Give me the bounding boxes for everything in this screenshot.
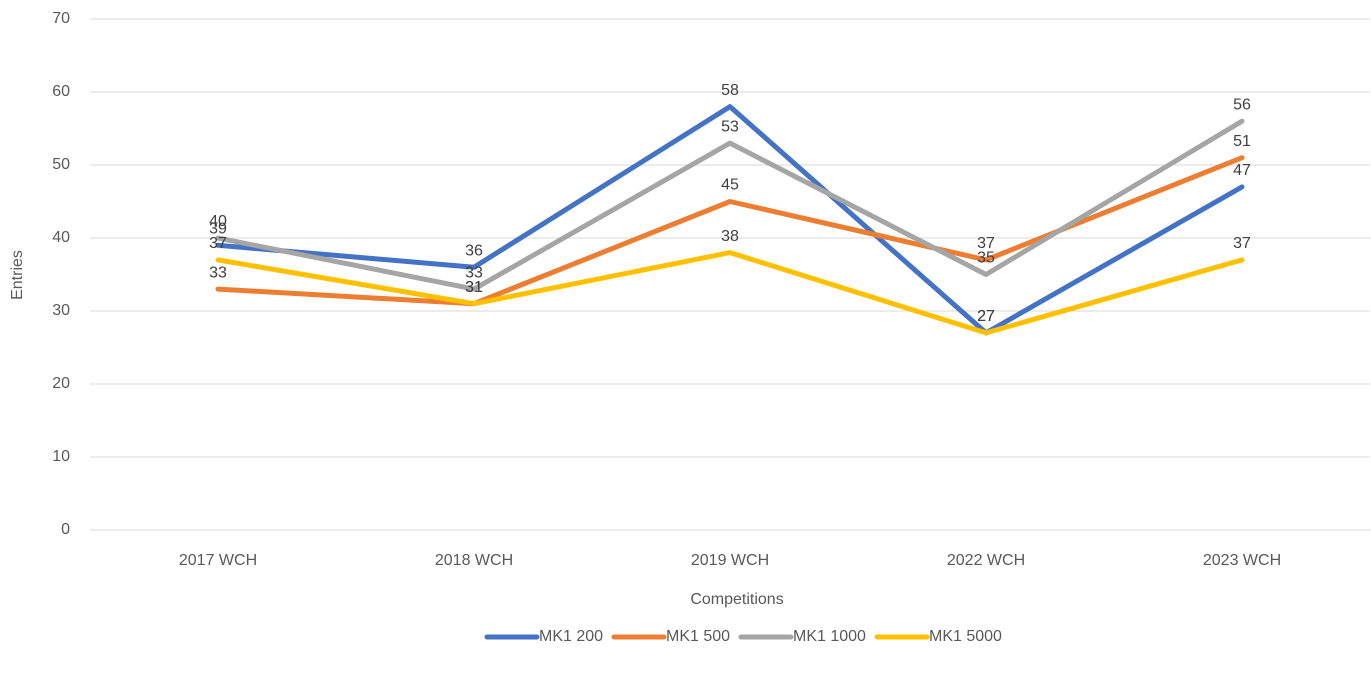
data-label: 35: [977, 250, 995, 267]
data-label: 53: [721, 118, 739, 135]
data-label: 39: [209, 221, 227, 238]
legend-label: MK1 5000: [929, 628, 1002, 645]
data-label: 45: [721, 177, 739, 194]
data-label: 56: [1233, 96, 1251, 113]
data-label: 27: [977, 308, 995, 325]
data-label: 33: [209, 264, 227, 281]
legend-label: MK1 1000: [793, 628, 866, 645]
data-label: 51: [1233, 133, 1251, 150]
data-label: 31: [465, 279, 483, 296]
data-label: 37: [977, 235, 995, 252]
y-tick-label: 70: [52, 10, 70, 27]
y-tick-label: 0: [61, 521, 70, 538]
legend-label: MK1 200: [539, 628, 603, 645]
y-tick-label: 10: [52, 448, 70, 465]
line: [215, 104, 1245, 336]
data-label: 58: [721, 82, 739, 99]
data-label: 37: [1233, 235, 1251, 252]
x-tick-label: 2023 WCH: [1203, 552, 1281, 569]
data-label: 31: [465, 279, 483, 296]
data-label: 37: [209, 235, 227, 252]
y-tick-label: 60: [52, 83, 70, 100]
data-label: 47: [1233, 162, 1251, 179]
data-label: 33: [465, 264, 483, 281]
legend-label: MK1 500: [666, 628, 730, 645]
x-tick-label: 2022 WCH: [947, 552, 1025, 569]
x-tick-label: 2019 WCH: [691, 552, 769, 569]
line: [215, 250, 1245, 336]
data-label: 40: [209, 213, 227, 230]
y-tick-label: 20: [52, 375, 70, 392]
x-tick-label: 2017 WCH: [179, 552, 257, 569]
data-label: 36: [465, 242, 483, 259]
data-label: 27: [977, 308, 995, 325]
x-axis-title: Competitions: [690, 591, 783, 608]
line: [215, 118, 1245, 292]
data-label: 38: [721, 228, 739, 245]
y-tick-label: 50: [52, 156, 70, 173]
y-axis-title: Entries: [9, 250, 26, 300]
x-tick-label: 2018 WCH: [435, 552, 513, 569]
y-tick-label: 40: [52, 229, 70, 246]
y-tick-label: 30: [52, 302, 70, 319]
